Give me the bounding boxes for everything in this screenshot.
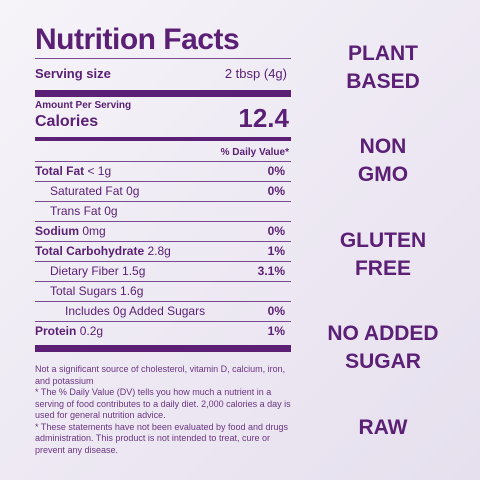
nutrient-amount: 0g — [104, 204, 118, 218]
divider — [35, 301, 291, 302]
divider — [35, 261, 291, 262]
nutrient-dv: 1% — [267, 324, 285, 338]
nutrient-row-protein: Protein 0.2g 1% — [35, 322, 291, 341]
divider — [35, 201, 291, 202]
nutrient-row-dietary-fiber: Dietary Fiber 1.5g 3.1% — [35, 262, 291, 281]
claim-no-added-sugar: NO ADDED SUGAR — [327, 322, 439, 373]
nutrient-amount: 1.6g — [120, 284, 144, 298]
footnote-text: * The % Daily Value (DV) tells you how m… — [35, 387, 291, 420]
nutrient-amount: 2.8g — [147, 244, 171, 258]
nutrient-amount: 1.5g — [122, 264, 146, 278]
serving-size-label: Serving size — [35, 66, 111, 81]
nutrient-label: Total Carbohydrate — [35, 244, 145, 258]
nutrient-dv: 3.1% — [257, 264, 285, 278]
nutrient-row-added-sugars: Includes 0g Added Sugars 0% — [35, 302, 291, 321]
nutrient-row-trans-fat: Trans Fat 0g — [35, 202, 291, 221]
footnote-text: Not a significant source of cholesterol,… — [35, 364, 286, 386]
divider-thick — [35, 90, 291, 97]
nutrition-facts-title: Nutrition Facts — [35, 23, 240, 56]
nutrient-label: Sodium — [35, 224, 79, 238]
calories-block: Amount Per Serving Calories 12.4 — [35, 97, 291, 137]
calories-label: Calories — [35, 113, 99, 130]
claim-non-gmo: NON GMO — [357, 135, 409, 186]
claim-plant-based: PLANT BASED — [346, 42, 420, 93]
nutrient-amount: 0mg — [82, 224, 106, 238]
nutrient-dv: 0% — [267, 304, 285, 318]
nutrient-amount: 0g — [126, 184, 140, 198]
nutrient-amount: 0.2g — [79, 324, 104, 338]
divider — [35, 221, 291, 222]
nutrition-facts-panel: Nutrition Facts Serving size 2 tbsp (4g)… — [35, 22, 291, 456]
nutrient-row-total-sugars: Total Sugars 1.6g — [35, 282, 291, 301]
footnotes: Not a significant source of cholesterol,… — [35, 364, 291, 456]
divider — [35, 321, 291, 322]
amount-per-serving: Amount Per Serving — [35, 100, 132, 111]
claim-raw: RAW — [358, 416, 408, 439]
nutrient-label: Total Sugars — [50, 284, 117, 298]
nutrient-label: Trans Fat — [50, 204, 101, 218]
nutrient-row-total-carbohydrate: Total Carbohydrate 2.8g 1% — [35, 242, 291, 261]
nutrient-row-sodium: Sodium 0mg 0% — [35, 222, 291, 241]
serving-size-value: 2 tbsp (4g) — [224, 66, 287, 81]
nutrient-dv: 0% — [267, 164, 285, 178]
nutrient-label: Total Fat — [35, 164, 85, 178]
divider — [35, 241, 291, 242]
divider — [35, 281, 291, 282]
divider — [35, 58, 291, 59]
nutrient-label: Protein — [35, 324, 77, 338]
nutrient-row-total-fat: Total Fat < 1g 0% — [35, 162, 291, 181]
footnote-text: * These statements have not been evaluat… — [35, 421, 289, 455]
nutrient-dv: 1% — [267, 244, 285, 258]
nutrient-label: Saturated Fat — [50, 184, 123, 198]
nutrient-dv: 0% — [267, 224, 285, 238]
nutrient-dv: 0% — [267, 184, 285, 198]
divider-thick — [35, 345, 291, 352]
daily-value-header: % Daily Value* — [220, 147, 289, 158]
nutrient-amount: < 1g — [87, 164, 112, 178]
divider-medium — [35, 137, 291, 141]
nutrient-label: Dietary Fiber — [50, 264, 119, 278]
nutrient-label: Includes 0g Added Sugars — [65, 304, 206, 318]
calories-value: 12.4 — [238, 103, 289, 133]
divider — [35, 181, 291, 182]
nutrient-row-saturated-fat: Saturated Fat 0g 0% — [35, 182, 291, 201]
divider — [35, 161, 291, 162]
serving-size-row: Serving size 2 tbsp (4g) — [35, 59, 291, 89]
claim-gluten-free: GLUTEN FREE — [339, 229, 427, 280]
